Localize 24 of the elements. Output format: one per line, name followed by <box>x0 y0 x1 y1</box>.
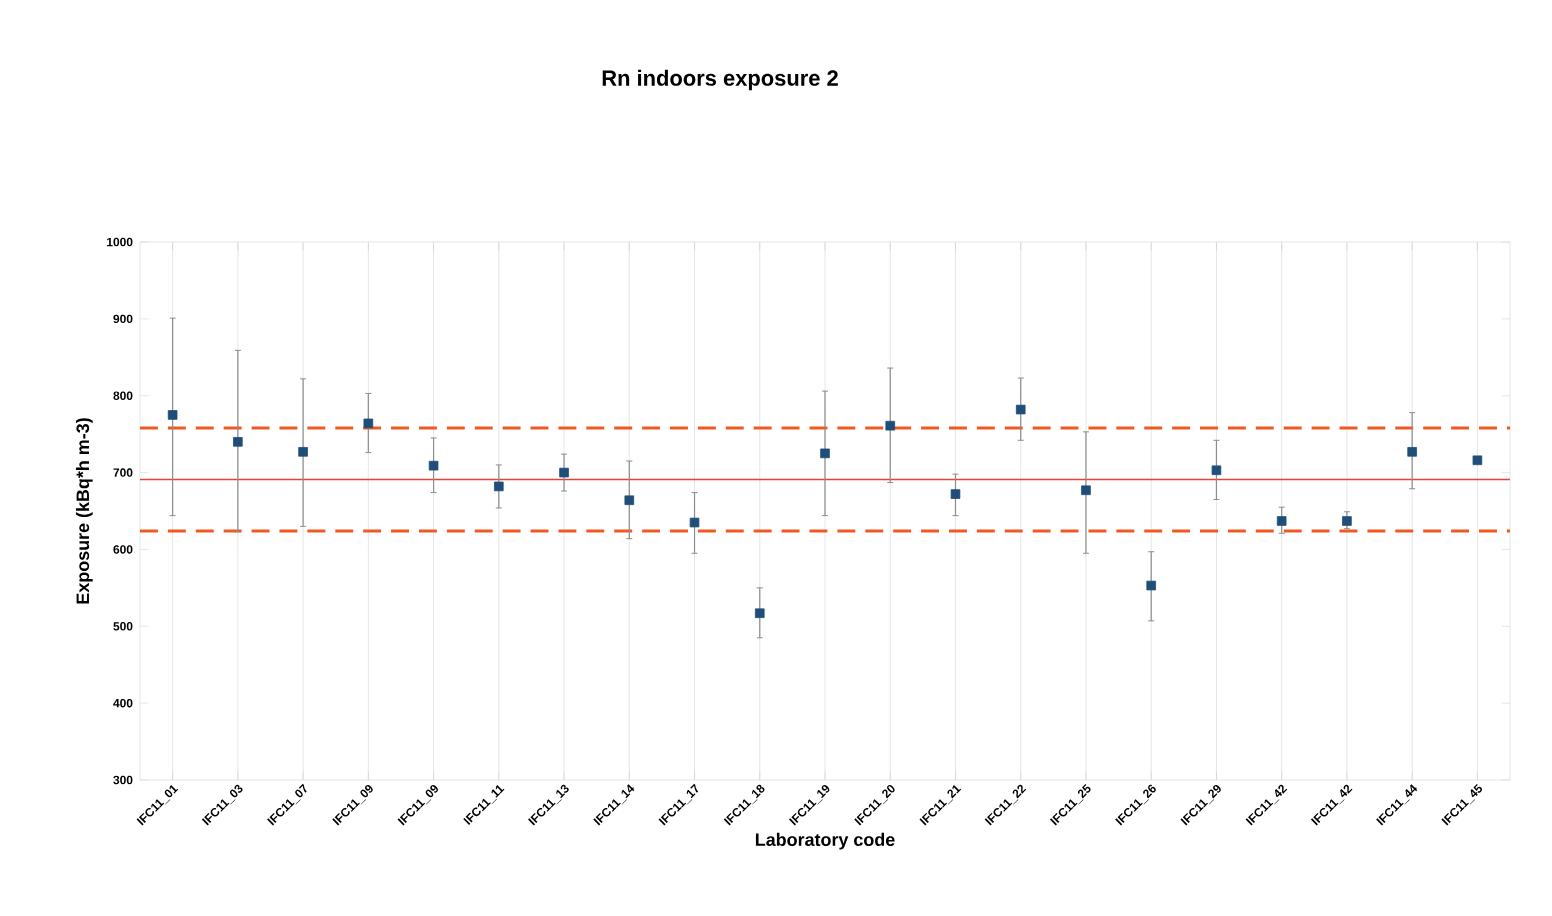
point <box>559 467 569 478</box>
chart-title: Rn indoors exposure 2 <box>602 69 838 91</box>
point <box>820 448 830 459</box>
x-axis-title: Laboratory code <box>755 832 895 850</box>
point <box>1472 455 1483 466</box>
point <box>233 437 243 447</box>
point <box>363 418 374 429</box>
point <box>428 460 439 471</box>
point <box>167 410 178 420</box>
point <box>624 495 635 506</box>
point <box>1211 465 1222 476</box>
point <box>1342 516 1352 526</box>
point <box>1146 580 1156 591</box>
point <box>885 420 896 431</box>
point <box>1407 447 1417 457</box>
point <box>950 489 961 499</box>
point <box>754 608 765 619</box>
point <box>298 447 308 457</box>
point <box>689 517 700 528</box>
point <box>1276 516 1287 526</box>
point <box>1015 404 1026 415</box>
point <box>1081 485 1091 496</box>
y-axis-title: Exposure (kBq*h m-3) <box>75 418 93 604</box>
point <box>494 481 504 492</box>
